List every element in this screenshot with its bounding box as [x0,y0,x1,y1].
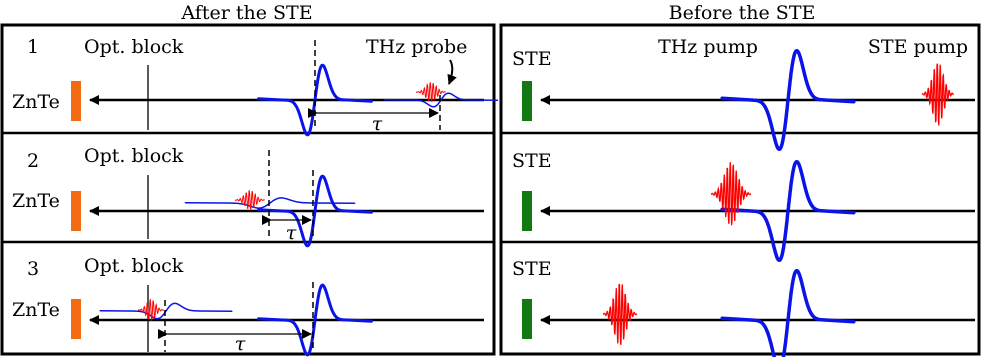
tau-label: τ [372,113,383,135]
opt-block-label: Opt. block [84,36,184,58]
znte-crystal [71,191,81,231]
tau-label: τ [235,333,246,355]
thz-probe-label: THz probe [366,36,467,58]
left-row-3: 3 Opt. block ZnTe τ [12,255,484,357]
row-number: 1 [27,36,39,58]
optical-probe-pulse [415,82,446,102]
left-row-2: 2 Opt. block ZnTe τ [12,145,484,248]
ste-pump-pulse [710,162,752,226]
thz-probe-pulse [184,197,356,209]
thz-probe-pulse [383,92,499,108]
ste-label: STE [512,258,552,280]
right-row-2: STE [512,150,975,263]
znte-crystal [71,299,81,339]
ste-pump-label: STE pump [868,36,968,58]
ste-label: STE [512,150,552,172]
row-number: 2 [27,150,39,172]
znte-label: ZnTe [12,299,60,321]
right-row-3: STE [512,258,975,362]
thz-pump-label: THz pump [658,36,758,58]
thz-probe-pointer [447,59,457,85]
znte-crystal [71,81,81,121]
thz-pump-pulse [720,268,856,362]
znte-label: ZnTe [12,91,60,113]
ste-pump-pulse [602,283,638,345]
right-panel-frame [499,23,981,356]
left-row-1: 1 Opt. block ZnTe THz probe τ [12,36,499,137]
optical-probe-pulse [137,299,165,321]
ste-emitter [522,81,532,121]
opt-block-label: Opt. block [84,145,184,167]
right-row-1: STE THz pump STE pump [512,36,975,152]
thz-probe-pulse [99,302,233,320]
title-before-ste: Before the STE [669,2,816,24]
thz-pump-pulse [257,283,373,357]
row-number: 3 [27,258,39,280]
znte-label: ZnTe [12,190,60,212]
thz-pump-pulse [257,174,373,248]
ste-label: STE [512,48,552,70]
opt-block-label: Opt. block [84,255,184,277]
ste-emitter [522,299,532,339]
left-panel-frame [0,23,496,356]
ste-emitter [522,191,532,231]
optical-probe-pulse [234,190,265,210]
title-after-ste: After the STE [180,2,312,24]
thz-pump-pulse [720,48,856,152]
tau-label: τ [286,222,297,244]
ste-pump-pulse [921,63,954,126]
thz-pump-pulse [720,159,856,263]
